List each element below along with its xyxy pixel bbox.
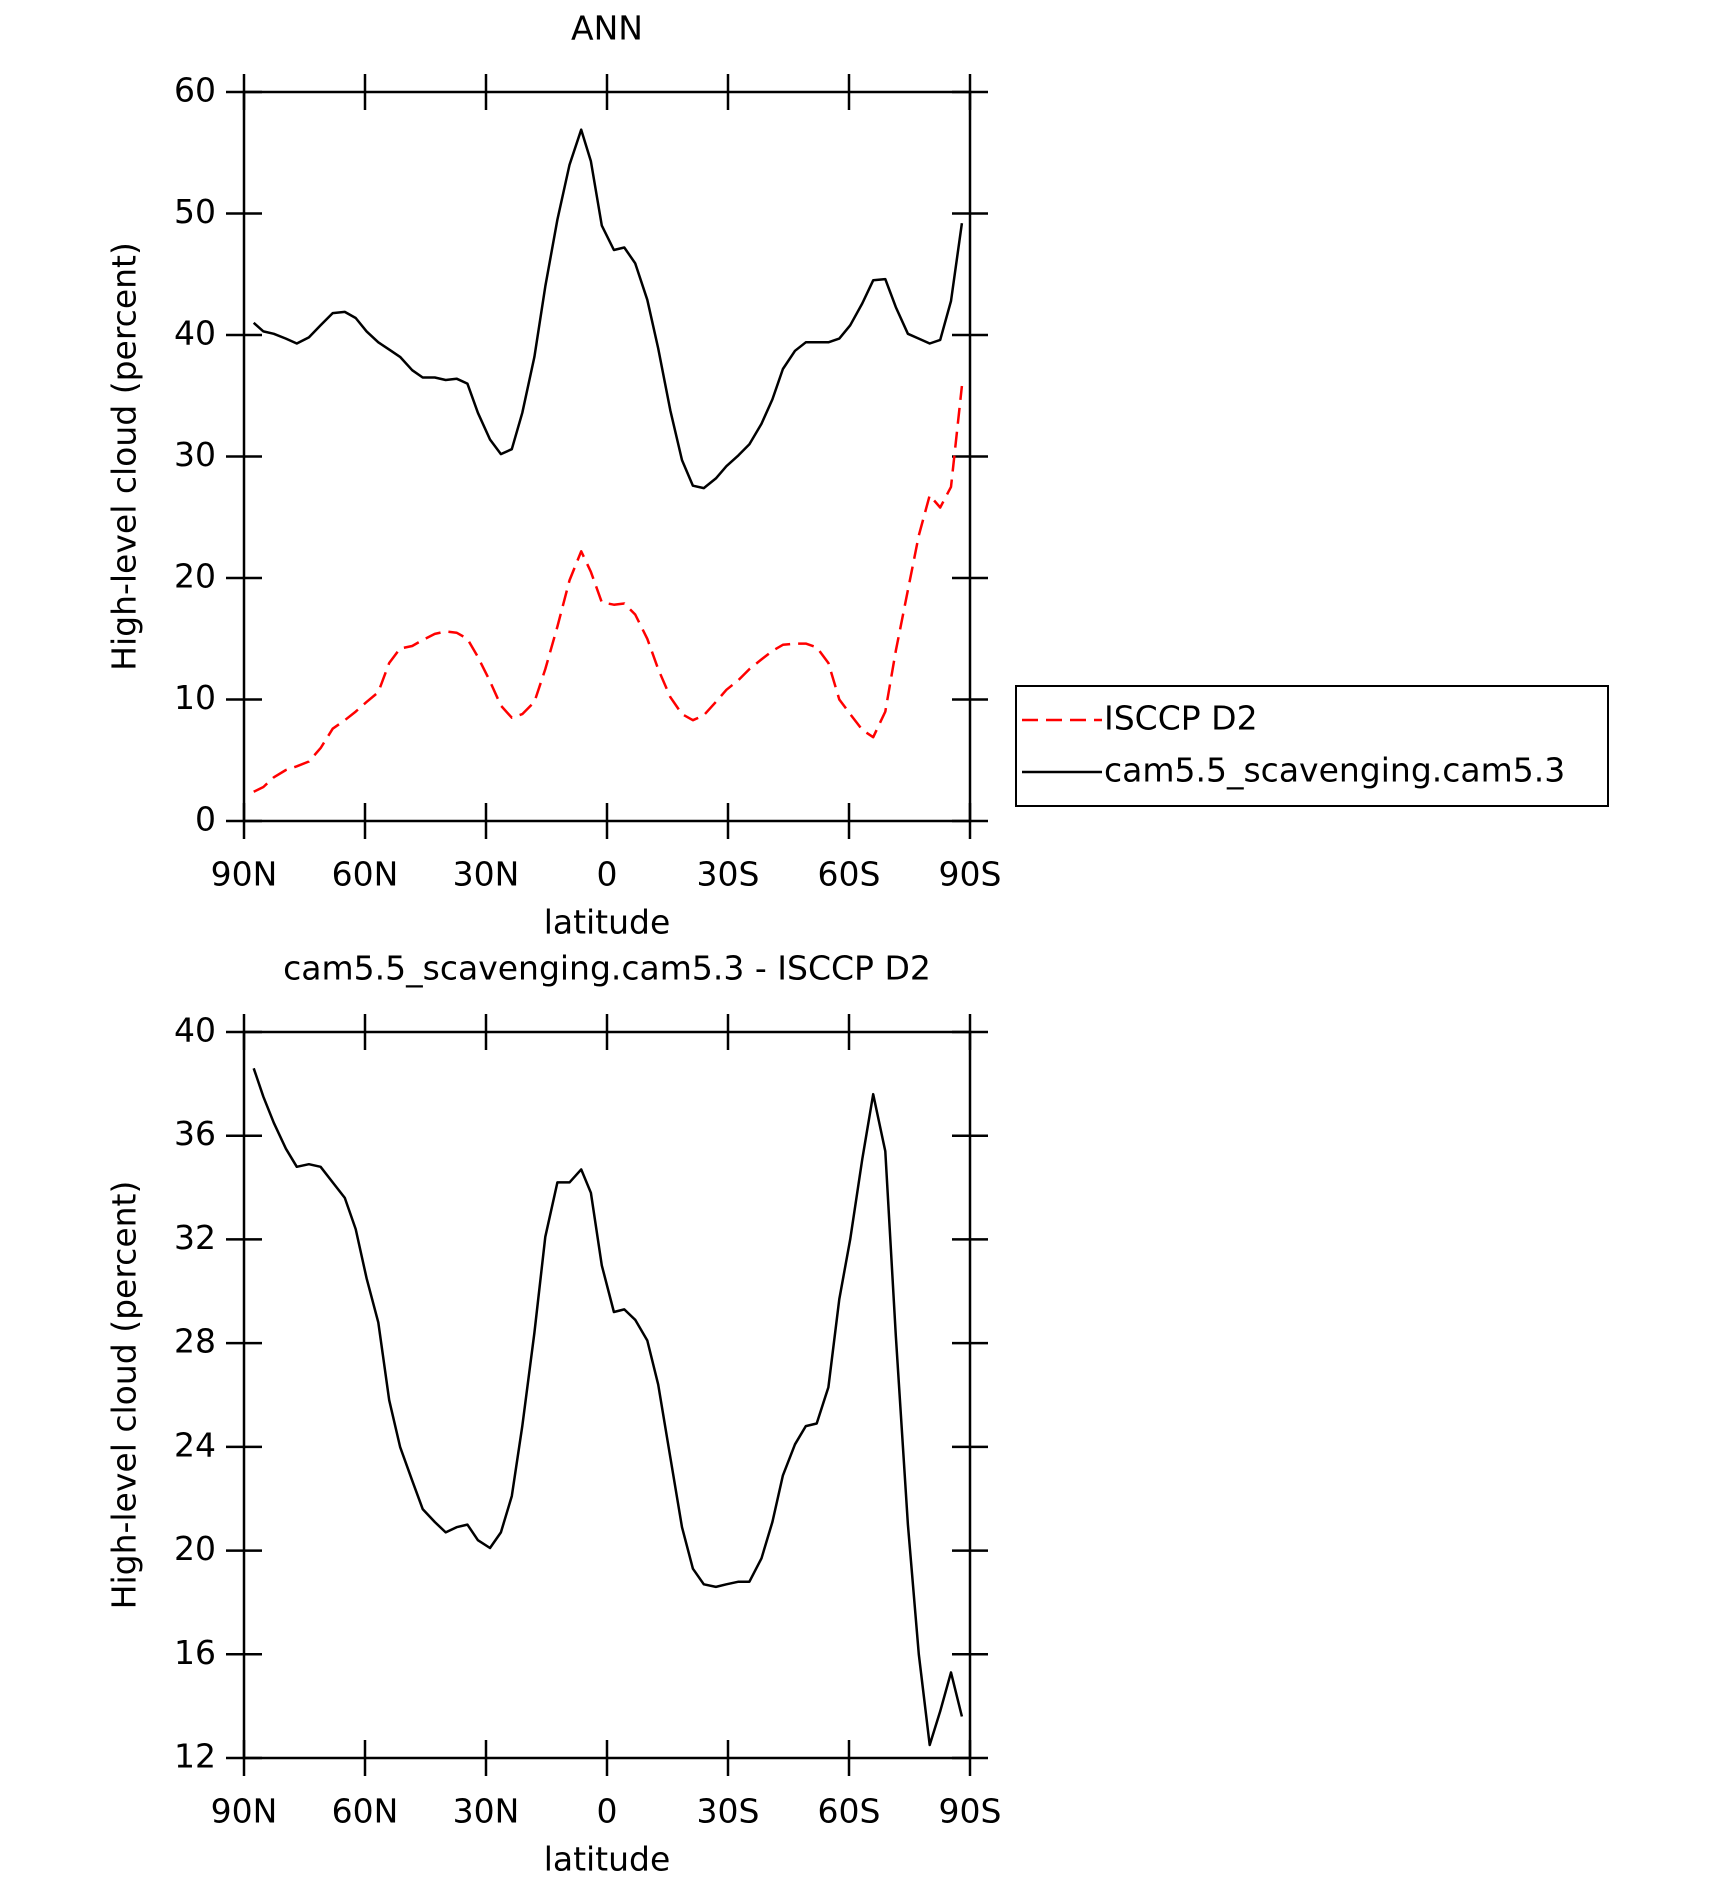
y-tick-label: 36	[174, 1114, 216, 1153]
y-tick-label: 50	[174, 192, 216, 231]
data-line	[252, 1067, 964, 1747]
y-tick-label: 16	[174, 1633, 216, 1672]
x-tick-label: 60N	[332, 1792, 399, 1831]
x-tick-label: 0	[597, 1792, 618, 1831]
legend-label: ISCCP D2	[1104, 699, 1258, 738]
x-tick-label: 90N	[211, 855, 278, 894]
x-tick-label: 90S	[939, 1792, 1002, 1831]
x-tick-label: 0	[597, 855, 618, 894]
legend-label: cam5.5_scavenging.cam5.3	[1104, 751, 1565, 790]
y-tick-label: 60	[174, 71, 216, 110]
y-tick-label: 12	[174, 1737, 216, 1776]
plot-frame	[242, 90, 972, 823]
y-tick-label: 28	[174, 1322, 216, 1361]
data-line	[252, 128, 964, 490]
legend-box	[1015, 685, 1609, 807]
y-tick-label: 10	[174, 678, 216, 717]
y-tick-label: 30	[174, 435, 216, 474]
x-tick-label: 90S	[939, 855, 1002, 894]
x-tick-label: 30S	[697, 1792, 760, 1831]
chart-title: ANN	[571, 9, 643, 48]
x-axis-label: latitude	[544, 903, 671, 942]
x-tick-label: 30N	[453, 1792, 520, 1831]
y-tick-label: 24	[174, 1425, 216, 1464]
x-tick-label: 60S	[818, 1792, 881, 1831]
plot-frame	[242, 1030, 972, 1760]
y-axis-label: High-level cloud (percent)	[105, 1181, 144, 1610]
y-axis-label: High-level cloud (percent)	[105, 242, 144, 671]
y-tick-label: 0	[195, 800, 216, 839]
data-line	[253, 385, 964, 793]
x-axis-label: latitude	[544, 1840, 671, 1878]
y-tick-label: 20	[174, 557, 216, 596]
chart-title: cam5.5_scavenging.cam5.3 - ISCCP D2	[283, 949, 931, 988]
x-tick-label: 60N	[332, 855, 399, 894]
y-tick-label: 20	[174, 1529, 216, 1568]
x-tick-label: 90N	[211, 1792, 278, 1831]
x-tick-label: 60S	[818, 855, 881, 894]
y-tick-label: 32	[174, 1218, 216, 1257]
y-tick-label: 40	[174, 1011, 216, 1050]
x-tick-label: 30S	[697, 855, 760, 894]
x-tick-label: 30N	[453, 855, 520, 894]
y-tick-label: 40	[174, 314, 216, 353]
